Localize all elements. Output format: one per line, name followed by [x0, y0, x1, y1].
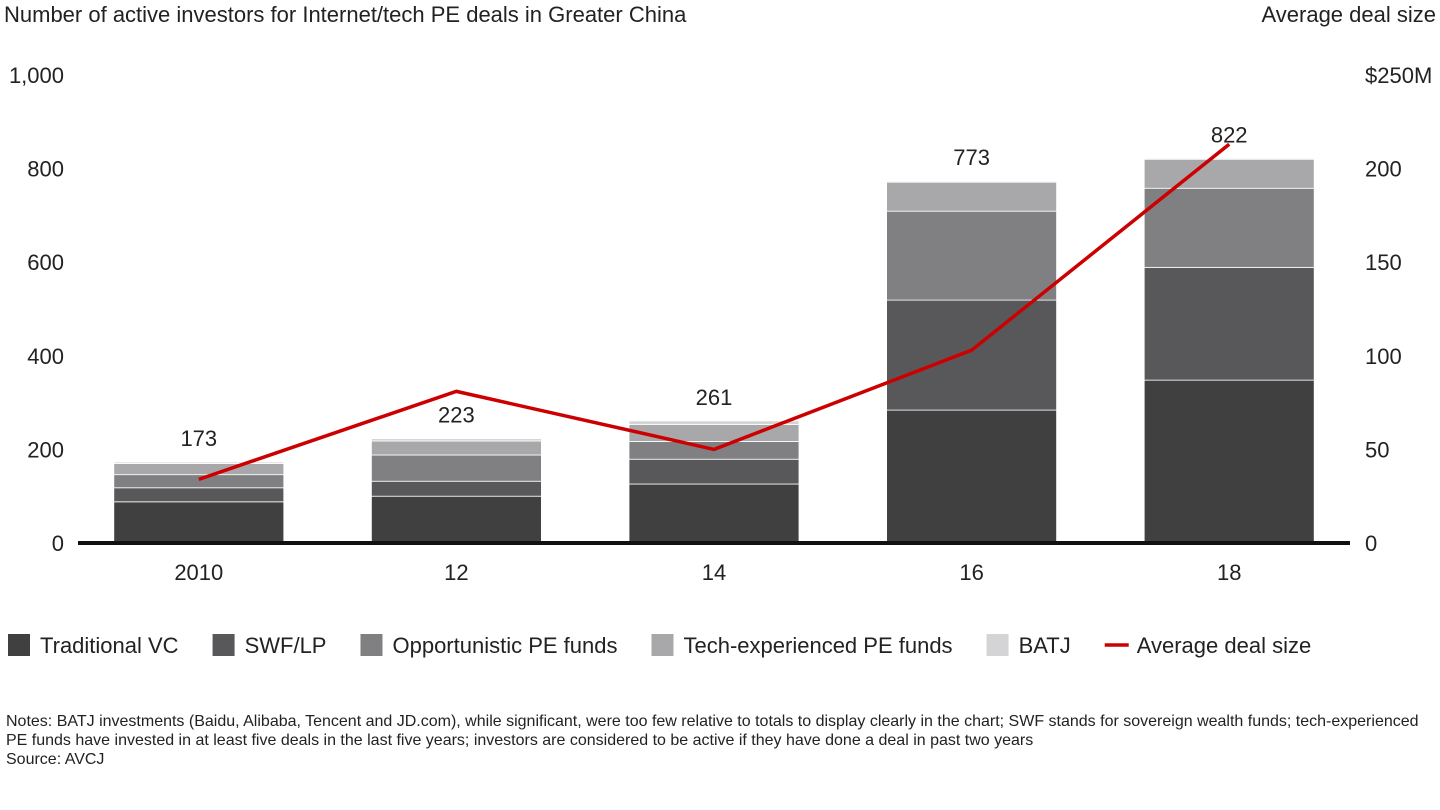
- legend-swatch: [360, 634, 383, 656]
- bar-segment: [886, 409, 1057, 544]
- y-tick-label: 400: [27, 344, 64, 369]
- chart-title: Number of active investors for Internet/…: [4, 2, 687, 27]
- y2-tick-label: 200: [1365, 157, 1402, 182]
- legend-label: BATJ: [1019, 633, 1071, 658]
- bar-segment: [113, 487, 285, 503]
- chart: Number of active investors for Internet/…: [4, 2, 1437, 658]
- source: Source: AVCJ: [6, 751, 105, 768]
- bar-segment: [370, 495, 542, 544]
- legend-swatch: [986, 634, 1009, 656]
- x-tick-label: 18: [1217, 560, 1241, 585]
- legend-label: Tech-experienced PE funds: [684, 633, 953, 658]
- y2-axis-title: Average deal size: [1262, 2, 1437, 27]
- y-tick-label: 600: [27, 250, 64, 275]
- y-tick-label: 800: [27, 157, 64, 182]
- bar-segment: [1143, 187, 1315, 268]
- total-label: 773: [953, 145, 990, 170]
- bar-segment: [370, 480, 542, 497]
- bar-segment: [370, 440, 542, 456]
- bar-segment: [113, 461, 285, 464]
- bar-segment: [370, 454, 542, 482]
- x-tick-label: 14: [702, 560, 726, 585]
- total-label: 223: [438, 403, 475, 428]
- bar-segment: [886, 181, 1057, 212]
- notes-block: Notes: BATJ investments (Baidu, Alibaba,…: [6, 712, 1426, 769]
- legend-swatch: [8, 634, 30, 656]
- y2-tick-label: 150: [1365, 250, 1402, 275]
- bar-segment: [113, 463, 285, 476]
- bar-segment: [1143, 266, 1315, 381]
- y2-tick-label: 0: [1365, 531, 1377, 556]
- x-tick-label: 16: [959, 560, 983, 585]
- y2-tick-label: $250M: [1365, 63, 1432, 88]
- y2-tick-label: 100: [1365, 344, 1402, 369]
- total-label: 822: [1211, 122, 1248, 147]
- x-tick-label: 2010: [174, 560, 223, 585]
- bar-segment: [1143, 157, 1315, 160]
- bar-segment: [886, 299, 1057, 411]
- legend-swatch: [651, 634, 674, 656]
- legend-swatch: [212, 634, 235, 656]
- bar-segment: [113, 474, 285, 489]
- legend-label: Opportunistic PE funds: [392, 633, 617, 658]
- legend-label: Traditional VC: [40, 633, 179, 658]
- bar-segment: [370, 438, 542, 442]
- bar-segment: [886, 180, 1057, 183]
- y-tick-label: 200: [27, 437, 64, 462]
- bar-segment: [886, 210, 1057, 301]
- notes: Notes: BATJ investments (Baidu, Alibaba,…: [6, 713, 1419, 749]
- y-tick-label: 1,000: [9, 63, 64, 88]
- legend-label: Average deal size: [1137, 633, 1312, 658]
- legend-label: SWF/LP: [245, 633, 327, 658]
- x-tick-label: 12: [444, 560, 468, 585]
- bar-segment: [628, 458, 800, 485]
- total-label: 173: [180, 426, 217, 451]
- bar-segment: [1143, 158, 1315, 189]
- total-label: 261: [696, 385, 733, 410]
- bar-segment: [1143, 379, 1315, 544]
- bar-segment: [628, 420, 800, 425]
- y-tick-label: 0: [52, 531, 64, 556]
- y2-tick-label: 50: [1365, 437, 1389, 462]
- bar-segment: [113, 501, 285, 544]
- line-series: [198, 142, 1231, 482]
- bar-segment: [628, 483, 800, 544]
